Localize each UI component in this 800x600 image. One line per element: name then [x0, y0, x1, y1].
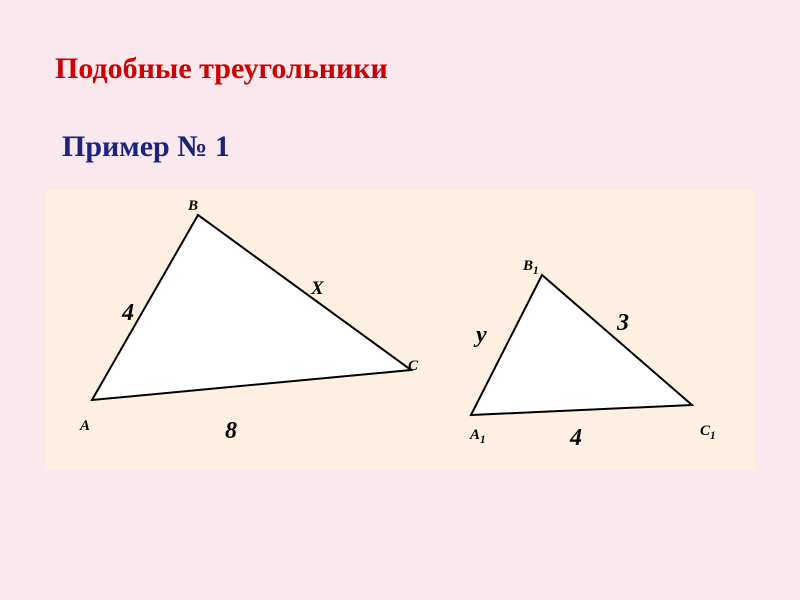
side-b1c1-label: 3: [617, 310, 629, 337]
vertex-a-label: A: [80, 418, 90, 435]
vertex-a1-label: A1: [470, 427, 486, 446]
side-ac-label: 8: [225, 418, 237, 445]
vertex-b1-label: B1: [523, 258, 539, 277]
side-a1c1-label: 4: [570, 425, 582, 452]
vertex-b-label: B: [188, 198, 198, 215]
vertex-c1-label: C1: [700, 423, 716, 442]
side-a1b1-label: y: [476, 322, 487, 349]
triangle-a1b1c1: [471, 275, 692, 415]
triangle-abc: [92, 215, 411, 400]
triangles-diagram: [0, 0, 800, 600]
vertex-c-label: C: [408, 358, 418, 375]
side-bc-label: X: [311, 278, 324, 300]
side-ab-label: 4: [122, 300, 134, 327]
